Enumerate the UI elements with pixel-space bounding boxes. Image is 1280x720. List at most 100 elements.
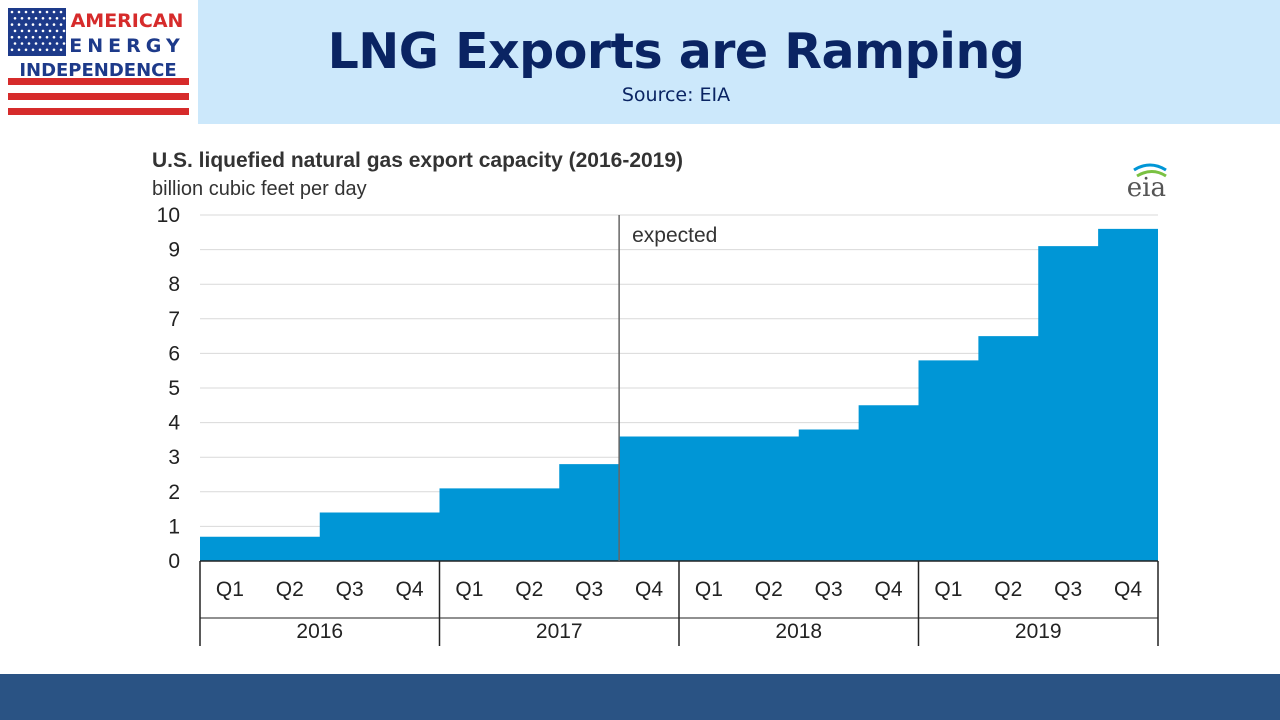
header-band <box>198 0 1280 124</box>
expected-label: expected <box>632 224 717 247</box>
x-tick-label: Q1 <box>695 578 723 601</box>
flag-star <box>20 42 24 45</box>
flag-star <box>45 23 49 26</box>
x-tick-label: Q3 <box>1054 578 1082 601</box>
y-tick-label: 2 <box>168 481 180 504</box>
flag-star <box>52 48 56 52</box>
flag-star <box>24 35 28 39</box>
x-tick-label: Q2 <box>755 578 783 601</box>
flag-star <box>27 17 31 20</box>
flag-star <box>17 10 21 14</box>
flag-star <box>59 23 63 26</box>
x-tick-label: Q2 <box>276 578 304 601</box>
x-tick-label: Q2 <box>994 578 1022 601</box>
flag-star <box>24 48 28 52</box>
flag-star <box>10 35 14 39</box>
x-tick-label: Q3 <box>575 578 603 601</box>
x-tick-label: Q3 <box>336 578 364 601</box>
flag-star <box>31 48 35 52</box>
flag-star <box>24 23 28 26</box>
eia-logo-arc <box>1136 170 1167 178</box>
flag-star <box>20 29 24 33</box>
year-label: 2018 <box>775 620 822 643</box>
flag-star <box>31 10 35 14</box>
flag-star <box>59 10 63 14</box>
flag-star <box>17 35 21 39</box>
flag-star <box>34 17 38 20</box>
y-tick-label: 6 <box>168 342 180 365</box>
x-tick-label: Q4 <box>875 578 903 601</box>
flag-star <box>38 35 42 39</box>
x-tick-label: Q2 <box>515 578 543 601</box>
eia-logo-arc <box>1133 163 1167 172</box>
flag-star <box>38 48 42 52</box>
flag-star <box>13 42 17 45</box>
year-label: 2016 <box>296 620 343 643</box>
flag-star <box>38 10 42 14</box>
x-tick-label: Q4 <box>396 578 424 601</box>
y-tick-label: 4 <box>168 412 180 435</box>
flag-star <box>52 35 56 39</box>
flag-star <box>41 17 45 20</box>
flag-star <box>17 23 21 26</box>
year-label: 2019 <box>1015 620 1062 643</box>
year-label: 2017 <box>536 620 583 643</box>
flag-star <box>34 29 38 33</box>
flag-star <box>27 42 31 45</box>
flag-star <box>24 10 28 14</box>
flag-stripe <box>8 108 189 115</box>
y-tick-label: 9 <box>168 239 180 262</box>
logo-line-american: AMERICAN <box>71 10 184 32</box>
flag-star <box>41 29 45 33</box>
chart-title: U.S. liquefied natural gas export capaci… <box>152 149 683 172</box>
y-tick-label: 7 <box>168 308 180 331</box>
flag-star <box>45 10 49 14</box>
page-title: LNG Exports are Ramping <box>327 23 1025 80</box>
logo: AMERICAN ENERGY INDEPENDENCE <box>0 0 198 124</box>
x-tick-label: Q1 <box>216 578 244 601</box>
flag-star <box>62 42 66 45</box>
flag-star <box>38 23 42 26</box>
flag-star <box>13 29 17 33</box>
y-tick-label: 0 <box>168 550 180 573</box>
flag-star <box>52 10 56 14</box>
x-tick-label: Q1 <box>455 578 483 601</box>
flag-star <box>59 35 63 39</box>
flag-star <box>10 48 14 52</box>
flag-star <box>62 17 66 20</box>
y-tick-label: 10 <box>157 204 180 227</box>
x-tick-label: Q1 <box>934 578 962 601</box>
page-source: Source: EIA <box>621 84 731 106</box>
y-tick-label: 8 <box>168 273 180 296</box>
x-tick-label: Q4 <box>1114 578 1142 601</box>
logo-line-energy: ENERGY <box>69 35 184 57</box>
logo-line-independence: INDEPENDENCE <box>19 60 176 81</box>
flag-star <box>41 42 45 45</box>
capacity-area <box>200 228 1158 561</box>
flag-star <box>17 48 21 52</box>
y-tick-label: 1 <box>168 515 180 538</box>
flag-star <box>52 23 56 26</box>
flag-stripe <box>8 93 189 100</box>
flag-star <box>45 48 49 52</box>
flag-star <box>48 17 52 20</box>
flag-star <box>62 29 66 33</box>
flag-star <box>27 29 31 33</box>
flag-star <box>13 17 17 20</box>
flag-star <box>59 48 63 52</box>
x-tick-label: Q3 <box>815 578 843 601</box>
flag-star <box>55 17 59 20</box>
flag-star <box>31 35 35 39</box>
flag-star <box>31 23 35 26</box>
footer-band <box>0 674 1280 720</box>
lng-capacity-chart: U.S. liquefied natural gas export capaci… <box>152 149 1167 646</box>
y-tick-label: 3 <box>168 446 180 469</box>
eia-logo: eia <box>1127 173 1166 203</box>
flag-star <box>55 29 59 33</box>
flag-stripe <box>8 78 189 85</box>
x-tick-label: Q4 <box>635 578 663 601</box>
flag-star <box>45 35 49 39</box>
y-tick-label: 5 <box>168 377 180 400</box>
flag-star <box>10 10 14 14</box>
flag-star <box>48 42 52 45</box>
